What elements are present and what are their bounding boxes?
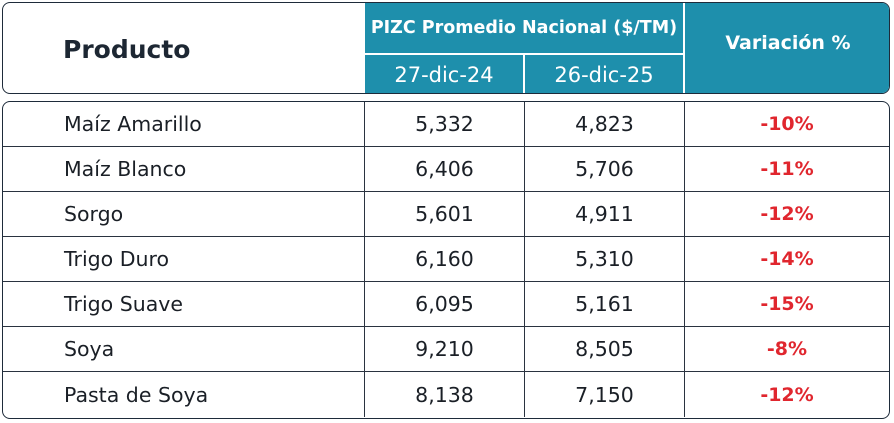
product-cell: Maíz Blanco <box>3 147 365 191</box>
variation-cell: -10% <box>760 113 814 135</box>
price-cell-date-1: 6,160 <box>365 237 525 281</box>
variation-cell: -14% <box>760 248 814 270</box>
table-header: Producto PIZC Promedio Nacional ($/TM) 2… <box>2 2 890 94</box>
price-cell-date-2: 5,706 <box>525 147 685 191</box>
column-header-variation: Variación % <box>685 3 889 93</box>
price-cell-date-2: 5,161 <box>525 282 685 326</box>
product-cell: Soya <box>3 327 365 371</box>
table-row: Trigo Duro 6,160 5,310 -14% <box>3 237 889 282</box>
table-row: Pasta de Soya 8,138 7,150 -12% <box>3 372 889 417</box>
variation-cell: -12% <box>760 383 814 406</box>
table-row: Sorgo 5,601 4,911 -12% <box>3 192 889 237</box>
product-cell: Trigo Duro <box>3 237 365 281</box>
variation-cell: -8% <box>766 338 808 360</box>
price-cell-date-1: 5,332 <box>365 102 525 146</box>
price-cell-date-1: 6,406 <box>365 147 525 191</box>
table-row: Trigo Suave 6,095 5,161 -15% <box>3 282 889 327</box>
product-cell: Maíz Amarillo <box>3 102 365 146</box>
column-header-date-2: 26-dic-25 <box>525 55 683 93</box>
price-cell-date-1: 9,210 <box>365 327 525 371</box>
table-row: Maíz Blanco 6,406 5,706 -11% <box>3 147 889 192</box>
price-cell-date-2: 7,150 <box>525 372 685 417</box>
column-header-product: Producto <box>63 34 191 64</box>
product-cell: Pasta de Soya <box>3 372 365 417</box>
price-cell-date-1: 6,095 <box>365 282 525 326</box>
variation-cell: -12% <box>760 203 814 225</box>
price-cell-date-1: 8,138 <box>365 372 525 417</box>
table-row: Maíz Amarillo 5,332 4,823 -10% <box>3 102 889 147</box>
product-cell: Trigo Suave <box>3 282 365 326</box>
price-cell-date-2: 4,823 <box>525 102 685 146</box>
price-cell-date-2: 4,911 <box>525 192 685 236</box>
variation-cell: -15% <box>760 293 814 315</box>
price-cell-date-1: 5,601 <box>365 192 525 236</box>
table-body: Maíz Amarillo 5,332 4,823 -10% Maíz Blan… <box>2 101 890 419</box>
column-group-header-pizc: PIZC Promedio Nacional ($/TM) <box>365 3 683 53</box>
price-cell-date-2: 8,505 <box>525 327 685 371</box>
variation-cell: -11% <box>760 158 814 180</box>
price-cell-date-2: 5,310 <box>525 237 685 281</box>
table-row: Soya 9,210 8,505 -8% <box>3 327 889 372</box>
product-cell: Sorgo <box>3 192 365 236</box>
column-header-date-1: 27-dic-24 <box>365 55 523 93</box>
